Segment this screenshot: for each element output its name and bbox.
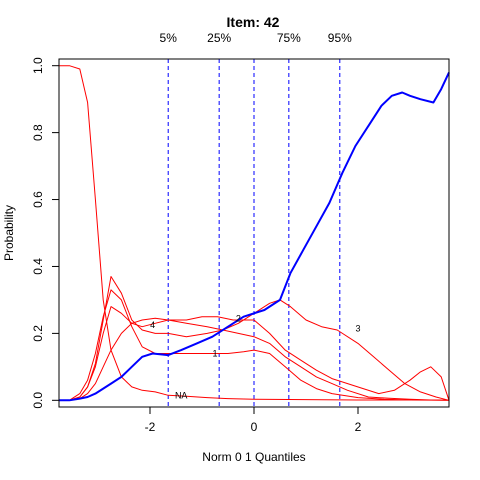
percentile-label: 75% [277, 31, 301, 45]
x-tick-label: -2 [145, 420, 156, 434]
y-axis: 0.0 0.2 0.4 0.6 0.8 1.0 [31, 57, 60, 409]
y-tick-label: 0.8 [31, 124, 45, 141]
series-line [59, 65, 449, 401]
x-tick-label: 0 [251, 420, 258, 434]
series-label: 4 [150, 320, 155, 330]
series-label: 3 [355, 323, 360, 333]
series-layer [59, 65, 450, 402]
y-tick-label: 0.2 [31, 325, 45, 342]
series-line [59, 276, 450, 401]
series-label: 1 [212, 348, 217, 358]
percentile-lines [167, 59, 341, 407]
series-label: 2 [236, 313, 241, 323]
series-line [59, 289, 450, 401]
series-label: NA [175, 390, 188, 400]
chart-title: Item: 42 [227, 14, 280, 30]
series-line [59, 316, 450, 401]
y-tick-label: 0.6 [31, 191, 45, 208]
y-tick-label: 0.4 [31, 258, 45, 275]
percentile-label: 5% [160, 31, 178, 45]
x-axis-label: Norm 0 1 Quantiles [202, 450, 305, 464]
y-axis-label: Probability [2, 205, 16, 261]
series-labels: NA 1 2 3 4 [150, 313, 360, 400]
percentile-label: 95% [328, 31, 352, 45]
percentile-labels: 5% 25% 75% 95% [160, 31, 353, 45]
percentile-label: 25% [207, 31, 231, 45]
series-line [59, 306, 450, 401]
series-line [59, 71, 450, 402]
y-tick-label: 0.0 [31, 392, 45, 409]
x-tick-label: 2 [355, 420, 362, 434]
x-axis: -2 0 2 [145, 406, 362, 434]
y-tick-label: 1.0 [31, 57, 45, 74]
